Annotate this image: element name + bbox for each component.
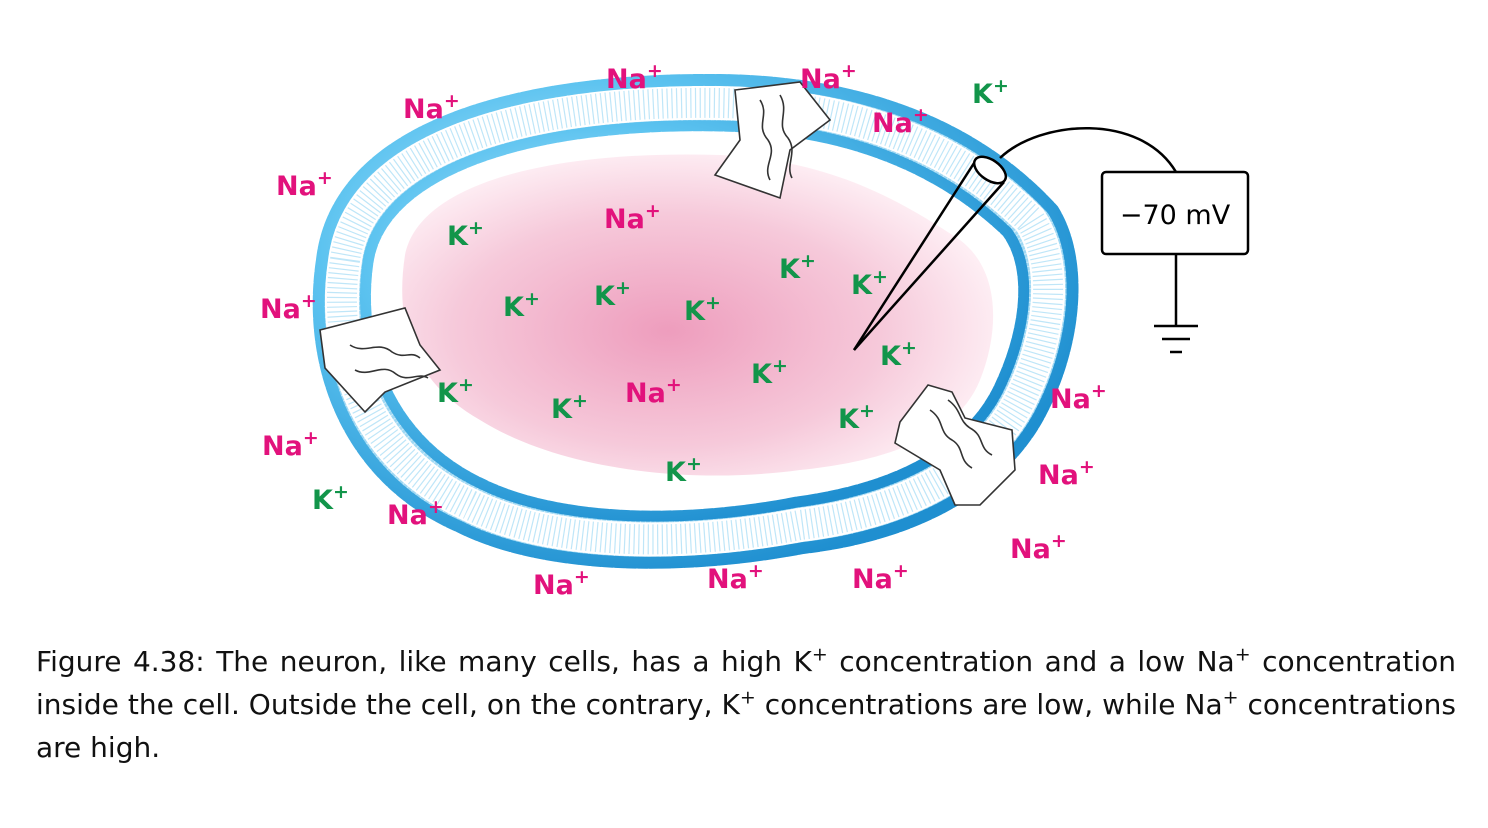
ion-channel-protein: [319, 307, 442, 414]
potassium-ion-label: K+: [665, 453, 702, 488]
sodium-ion-label: Na+: [1050, 380, 1107, 415]
neuron-membrane-diagram: −70 mV Na+Na+ Na+K+Na+Na+Na+K+K+K+K+K+ K+N…: [260, 60, 1250, 601]
potassium-ion-label: K+: [437, 374, 474, 409]
sodium-ion-label: Na+: [260, 290, 317, 325]
caption-text-2: concentration and a low Na: [839, 645, 1235, 678]
sodium-ion-label: Na+: [387, 496, 444, 531]
caption-text-1: The neuron, like many cells, has a high …: [216, 645, 812, 678]
sodium-ion-label: Na+: [403, 90, 460, 125]
ion-labels: Na+Na+ Na+K+Na+Na+Na+K+K+K+K+K+ K+Na+K+K+N…: [260, 60, 1107, 601]
potassium-ion-label: K+: [594, 277, 631, 312]
caption-text-5: concentrations are high.: [36, 688, 1457, 764]
potassium-ion-label: K+: [551, 390, 588, 425]
sodium-ion-label: Na+: [800, 60, 857, 95]
caption-text-4: concentrations are low, while Na: [764, 688, 1223, 721]
sodium-ion-label: Na+: [276, 167, 333, 202]
ion-channel-protein: [713, 81, 832, 200]
microelectrode: [852, 127, 1178, 351]
sodium-ion-label: Na+: [1010, 530, 1067, 565]
ground-symbol: [1154, 254, 1198, 354]
cytoplasm: [402, 154, 994, 476]
sodium-ion-label: Na+: [604, 200, 661, 235]
potassium-ion-label: K+: [503, 288, 540, 323]
caption-sup-4: +: [1222, 686, 1239, 709]
potassium-ion-label: K+: [312, 481, 349, 516]
sodium-ion-label: Na+: [1038, 456, 1095, 491]
caption-sup-3: +: [739, 686, 756, 709]
potassium-ion-label: K+: [851, 266, 888, 301]
sodium-ion-label: Na+: [262, 427, 319, 462]
caption-text-3: concentration inside the cell. Outside t…: [36, 645, 1457, 721]
sodium-ion-label: Na+: [625, 374, 682, 409]
caption-sup-2: +: [1234, 643, 1251, 666]
potassium-ion-label: K+: [684, 292, 721, 327]
potassium-ion-label: K+: [779, 250, 816, 285]
caption-sup-1: +: [811, 643, 828, 666]
sodium-ion-label: Na+: [606, 60, 663, 95]
sodium-ion-label: Na+: [707, 560, 764, 595]
sodium-ion-label: Na+: [533, 566, 590, 601]
potassium-ion-label: K+: [447, 217, 484, 252]
potassium-ion-label: K+: [751, 355, 788, 390]
sodium-ion-label: Na+: [852, 560, 909, 595]
voltmeter: −70 mV: [1100, 170, 1250, 256]
ion-channel-protein: [894, 384, 1016, 506]
figure-caption: Figure 4.38: The neuron, like many cells…: [36, 640, 1456, 769]
potassium-ion-label: K+: [838, 400, 875, 435]
meter-reading: −70 mV: [1120, 200, 1231, 231]
potassium-ion-label: K+: [972, 75, 1009, 110]
membrane-bilayer: [312, 73, 1079, 569]
potassium-ion-label: K+: [880, 337, 917, 372]
sodium-ion-label: Na+: [872, 104, 929, 139]
caption-label: Figure 4.38:: [36, 645, 205, 678]
